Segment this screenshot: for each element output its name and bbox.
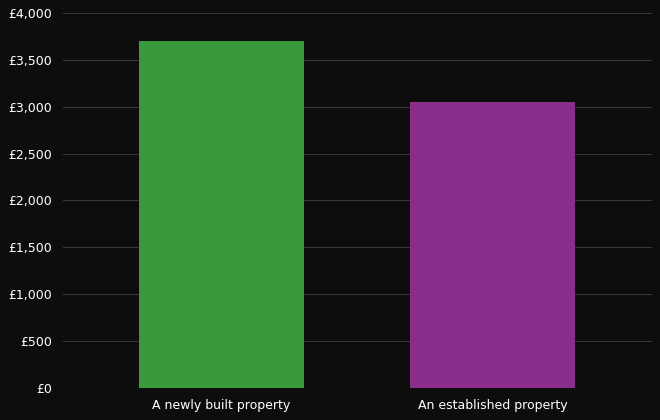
Bar <box>139 41 304 388</box>
Bar <box>410 102 575 388</box>
